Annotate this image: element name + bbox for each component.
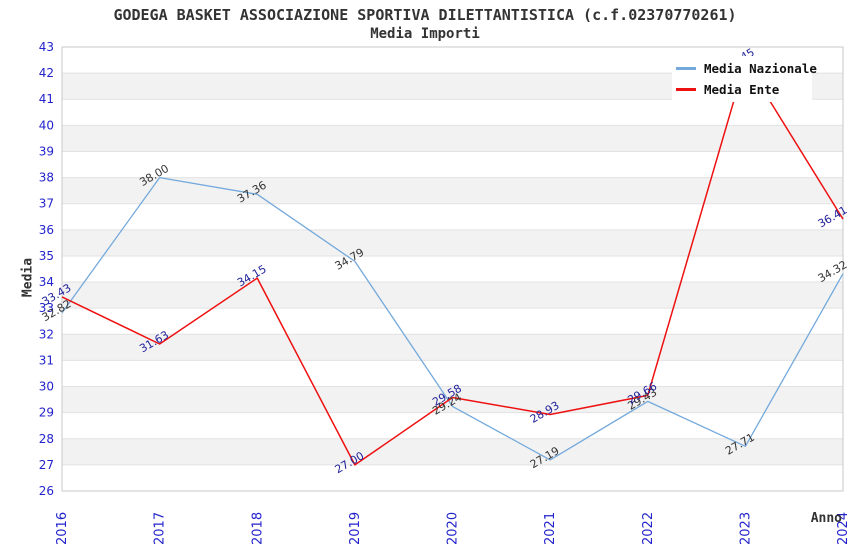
- x-tick-label: 2018: [250, 512, 265, 545]
- grid-band: [62, 177, 843, 204]
- grid-band: [62, 386, 843, 413]
- y-tick-label: 38: [39, 171, 54, 185]
- y-tick-label: 35: [39, 249, 54, 263]
- plot-border: [61, 46, 844, 492]
- x-tick-label: 2019: [348, 512, 363, 545]
- legend-label: Media Nazionale: [704, 61, 817, 76]
- y-tick-label: 32: [39, 327, 54, 341]
- y-tick-label: 42: [39, 66, 54, 80]
- grid-band: [62, 125, 843, 152]
- x-tick-label: 2022: [641, 512, 656, 545]
- page-title: GODEGA BASKET ASSOCIAZIONE SPORTIVA DILE…: [113, 6, 737, 24]
- y-tick-label: 29: [39, 406, 54, 420]
- x-tick-label: 2017: [153, 512, 168, 545]
- grid-band: [62, 334, 843, 361]
- y-tick-label: 39: [39, 144, 54, 158]
- legend-item[interactable]: Media Nazionale: [676, 58, 817, 79]
- y-tick-label: 31: [39, 353, 54, 367]
- x-tick-label: 2020: [446, 512, 461, 545]
- series-line-media-nazionale: [61, 176, 844, 461]
- x-axis-title: Anno: [810, 511, 842, 526]
- legend: Media Nazionale Media Ente: [672, 56, 817, 102]
- grid-band: [62, 438, 843, 465]
- y-tick-label: 37: [39, 197, 54, 211]
- grid-band: [62, 229, 843, 256]
- x-tick-label: 2024: [836, 512, 850, 545]
- y-tick-label: 30: [39, 380, 54, 394]
- x-tick-label: 2023: [738, 512, 753, 545]
- y-axis-title: Media: [20, 257, 36, 298]
- data-label: 34.32: [816, 258, 850, 285]
- y-tick-label: 41: [39, 92, 54, 106]
- y-tick-label: 36: [39, 223, 54, 237]
- legend-swatch-line: [676, 67, 696, 70]
- y-tick-label: 40: [39, 118, 54, 132]
- legend-label: Media Ente: [704, 82, 780, 97]
- series-line-media-ente: [61, 60, 844, 466]
- y-tick-label: 34: [39, 275, 54, 289]
- x-tick-label: 2021: [543, 512, 558, 545]
- x-tick-label: 2016: [55, 512, 70, 545]
- legend-swatch-line: [676, 88, 696, 91]
- y-tick-label: 33: [39, 301, 54, 315]
- y-tick-label: 27: [39, 458, 54, 472]
- grid-band: [62, 282, 843, 309]
- data-label: 36.41: [816, 203, 850, 230]
- y-tick-label: 26: [39, 484, 54, 498]
- page-subtitle: Media Importi: [370, 26, 480, 42]
- y-tick-label: 28: [39, 432, 54, 446]
- y-tick-label: 43: [39, 40, 54, 54]
- legend-item[interactable]: Media Ente: [676, 79, 812, 100]
